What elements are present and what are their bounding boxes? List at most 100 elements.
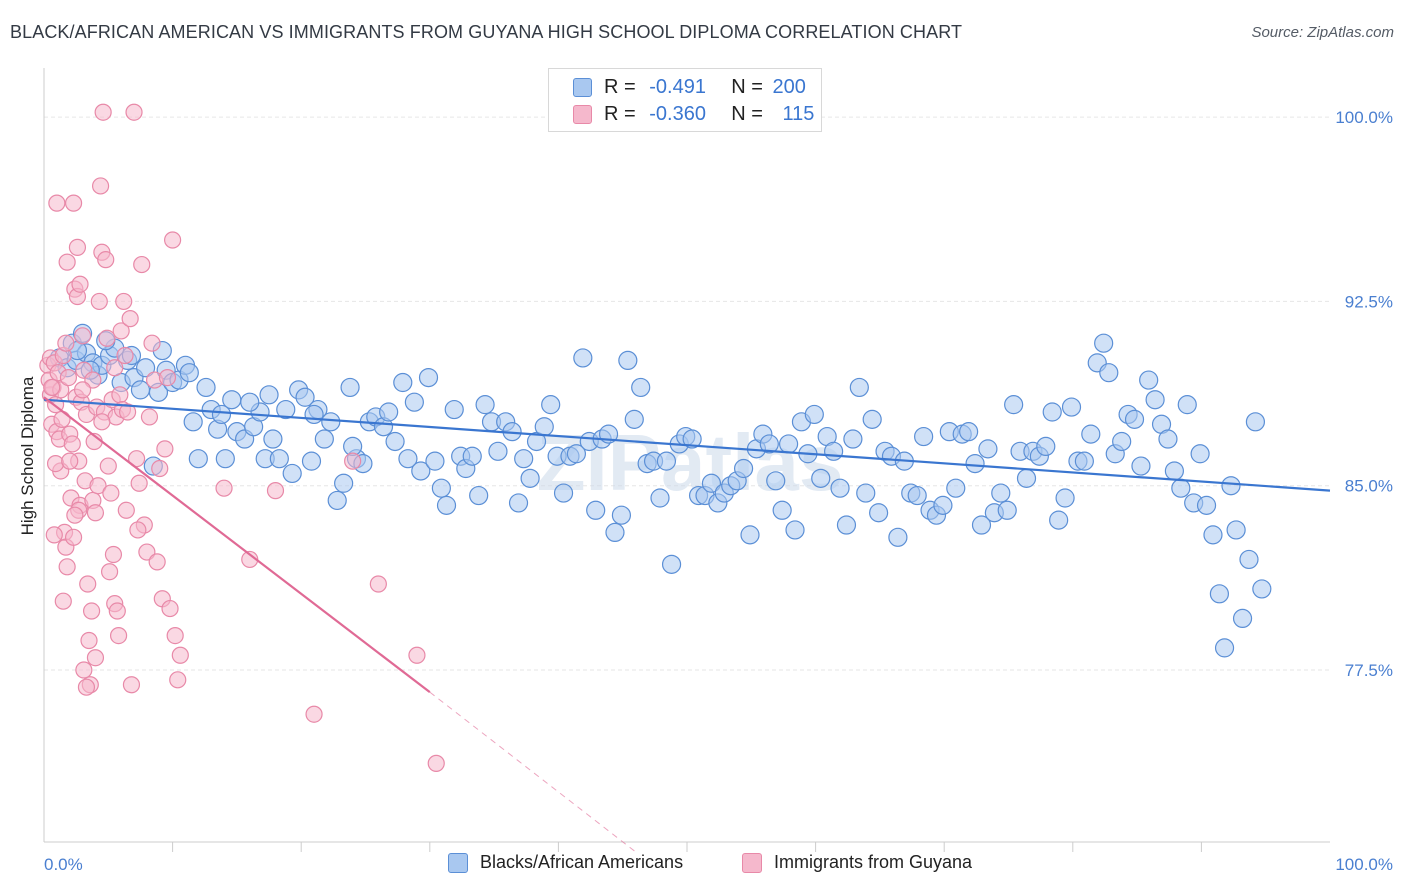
- legend-n-value: 200: [772, 75, 806, 98]
- legend-n-value: 115: [782, 102, 815, 125]
- point-guyana: [82, 602, 101, 620]
- legend-swatch-pink: [573, 104, 592, 124]
- point-blacks: [650, 488, 670, 508]
- points: [39, 103, 1272, 772]
- point-blacks: [475, 395, 495, 415]
- point-blacks: [656, 451, 677, 471]
- point-blacks: [526, 431, 547, 452]
- point-blacks: [1171, 478, 1191, 498]
- point-blacks: [849, 377, 869, 398]
- point-blacks: [1221, 476, 1241, 496]
- point-blacks: [1124, 409, 1145, 429]
- point-guyana: [108, 602, 126, 620]
- legend-r-label: R =: [604, 102, 642, 125]
- point-blacks: [1016, 468, 1037, 488]
- point-guyana: [64, 528, 83, 546]
- point-blacks: [933, 495, 953, 515]
- point-blacks: [304, 404, 324, 425]
- point-blacks: [1112, 431, 1132, 452]
- point-blacks: [276, 399, 296, 420]
- point-blacks: [772, 500, 792, 520]
- point-blacks: [1055, 488, 1075, 508]
- point-guyana: [98, 329, 116, 347]
- point-blacks: [444, 399, 464, 420]
- bottom-legend-label: Immigrants from Guyana: [774, 852, 973, 872]
- point-blacks: [1145, 390, 1165, 410]
- point-blacks: [215, 449, 235, 469]
- y-tick-label: 85.0%: [1345, 477, 1393, 496]
- point-blacks: [661, 554, 682, 574]
- point-guyana: [73, 381, 92, 399]
- point-guyana: [57, 334, 75, 352]
- legend-swatch-blue: [573, 77, 592, 97]
- legend-r-value: -0.360: [649, 102, 706, 125]
- point-guyana: [79, 575, 97, 593]
- point-blacks: [418, 368, 439, 388]
- point-blacks: [541, 395, 561, 415]
- point-blacks: [385, 431, 405, 452]
- point-blacks: [1049, 510, 1069, 530]
- point-blacks: [1131, 456, 1151, 476]
- point-guyana: [215, 479, 233, 497]
- point-guyana: [118, 403, 137, 421]
- point-guyana: [97, 251, 115, 269]
- point-blacks: [1232, 608, 1253, 629]
- point-blacks: [1190, 444, 1210, 464]
- point-guyana: [116, 346, 134, 365]
- point-blacks: [1177, 395, 1197, 415]
- point-blacks: [1094, 333, 1114, 353]
- point-blacks: [340, 377, 360, 398]
- point-blacks: [1239, 549, 1259, 570]
- point-blacks: [179, 363, 199, 383]
- point-guyana: [45, 526, 63, 544]
- point-blacks: [1004, 395, 1024, 415]
- point-blacks: [888, 527, 908, 547]
- point-guyana: [164, 231, 182, 249]
- point-blacks: [566, 444, 587, 464]
- point-blacks: [1081, 424, 1101, 444]
- point-guyana: [117, 501, 135, 519]
- point-blacks: [1158, 429, 1178, 449]
- point-guyana: [46, 455, 65, 473]
- point-blacks: [130, 380, 151, 400]
- point-blacks: [1196, 495, 1217, 515]
- point-blacks: [1226, 520, 1246, 540]
- point-guyana: [54, 592, 72, 610]
- point-guyana: [100, 563, 119, 581]
- point-blacks: [631, 377, 651, 398]
- point-blacks: [411, 461, 431, 481]
- point-blacks: [282, 463, 302, 484]
- legend-r-label: R =: [604, 75, 642, 98]
- point-guyana: [73, 327, 92, 345]
- point-guyana: [63, 435, 81, 453]
- point-guyana: [64, 194, 83, 212]
- bottom-legend-label: Blacks/African Americans: [480, 852, 684, 872]
- point-blacks: [295, 387, 315, 407]
- point-blacks: [393, 372, 413, 393]
- point-blacks: [1245, 412, 1266, 432]
- point-guyana: [43, 378, 61, 397]
- point-blacks: [1139, 370, 1159, 390]
- point-blacks: [462, 446, 482, 466]
- point-blacks: [869, 503, 889, 523]
- point-blacks: [836, 515, 857, 535]
- point-guyana: [122, 676, 141, 694]
- correlation-legend: R = -0.491 N = 200 R = -0.360 N = 115: [548, 68, 822, 132]
- point-guyana: [344, 452, 362, 470]
- bottom-legend-swatch-blue: [448, 852, 468, 873]
- point-guyana: [125, 103, 143, 121]
- point-blacks: [997, 500, 1017, 520]
- point-blacks: [240, 392, 260, 412]
- point-guyana: [148, 553, 166, 571]
- point-guyana: [156, 440, 174, 458]
- point-blacks: [508, 493, 529, 513]
- point-blacks: [534, 417, 554, 437]
- point-guyana: [151, 459, 169, 478]
- bottom-legend-swatch-pink: [742, 852, 762, 873]
- point-guyana: [58, 558, 76, 576]
- point-blacks: [804, 404, 824, 425]
- point-blacks: [978, 439, 998, 459]
- point-blacks: [618, 350, 638, 370]
- point-blacks: [778, 434, 799, 454]
